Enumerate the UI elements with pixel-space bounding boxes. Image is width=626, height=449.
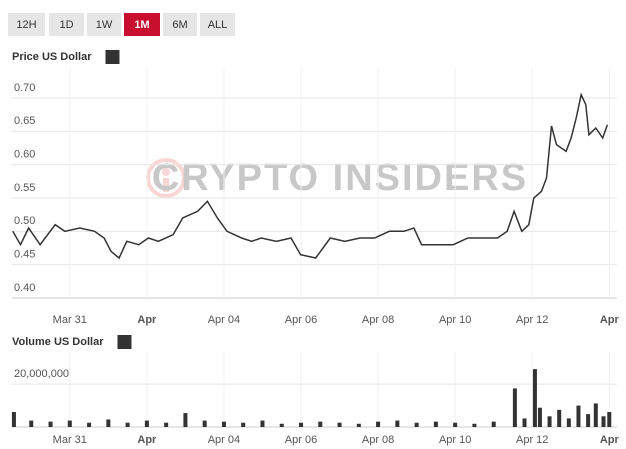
volume-bar	[576, 405, 581, 427]
volume-bar	[144, 420, 149, 427]
x-tick-label: Apr 10	[439, 434, 471, 446]
x-tick-label: Apr 12	[516, 314, 548, 326]
volume-bar	[299, 422, 304, 427]
volume-bar	[512, 388, 517, 427]
watermark-icon	[146, 158, 186, 198]
volume-bar	[491, 421, 496, 427]
watermark: CRYPTO INSIDERS	[152, 157, 528, 199]
volume-bar	[376, 421, 381, 427]
volume-bar	[164, 422, 169, 427]
volume-bar	[586, 414, 591, 427]
button-bg	[163, 13, 197, 36]
x-tick-label: Apr	[137, 434, 157, 446]
volume-bar	[337, 422, 342, 427]
button-label: 6M	[172, 19, 187, 31]
y-tick-label: 0.70	[14, 82, 35, 94]
volume-bar	[11, 412, 16, 427]
volume-bar	[279, 423, 284, 427]
range-button[interactable]: 12H	[8, 13, 45, 36]
button-bg	[49, 13, 84, 36]
volume-bar	[221, 421, 226, 427]
y-tick-label: 0.50	[14, 215, 35, 227]
x-tick-label: Apr 04	[208, 314, 240, 326]
legend-swatch	[117, 335, 132, 349]
price-line	[12, 92, 609, 260]
range-button[interactable]: 6M	[163, 13, 197, 36]
volume-bar	[260, 420, 265, 427]
volume-bar	[29, 420, 34, 427]
volume-bar	[356, 423, 361, 427]
volume-bar	[106, 419, 111, 427]
volume-bar	[593, 403, 598, 427]
range-button[interactable]: 1W	[87, 13, 121, 36]
volume-bar	[537, 407, 542, 427]
button-label: 1M	[134, 19, 149, 31]
volume-bar	[87, 422, 92, 427]
volume-bar	[414, 422, 419, 427]
button-bg	[8, 13, 45, 36]
button-label: 12H	[16, 19, 36, 31]
volume-bar	[202, 420, 207, 427]
y-tick-label: 0.40	[14, 282, 35, 294]
x-tick-label: Apr 12	[516, 434, 548, 446]
volume-bar	[532, 369, 537, 427]
volume-bar	[472, 423, 477, 427]
legend-label: Volume US Dollar	[12, 336, 104, 348]
volume-bar	[395, 420, 400, 427]
volume-bar	[522, 418, 527, 427]
y-tick-label: 20,000,000	[14, 368, 69, 380]
x-tick-label: Apr 06	[285, 434, 317, 446]
x-tick-label: Apr	[137, 314, 157, 326]
button-label: 1D	[59, 19, 73, 31]
range-button[interactable]: 1D	[49, 13, 84, 36]
button-bg	[124, 13, 160, 36]
volume-bar	[67, 420, 72, 427]
y-tick-label: 0.60	[14, 149, 35, 161]
volume-bar	[433, 421, 438, 427]
range-button[interactable]: 1M	[124, 13, 160, 36]
button-bg	[200, 13, 235, 36]
x-tick-label: Apr	[600, 314, 620, 326]
volume-bar	[547, 416, 552, 427]
x-tick-label: Apr 06	[285, 314, 317, 326]
volume-bar	[183, 413, 188, 427]
x-tick-label: Apr 08	[362, 314, 394, 326]
volume-bar	[241, 422, 246, 427]
volume-bar	[48, 421, 53, 427]
x-tick-label: Apr 08	[362, 434, 394, 446]
x-tick-label: Apr	[600, 434, 620, 446]
volume-bar	[566, 418, 571, 427]
volume-bar	[125, 422, 130, 427]
x-tick-label: Apr 04	[208, 434, 240, 446]
legend-swatch	[105, 50, 120, 64]
volume-bar	[601, 416, 606, 427]
volume-bar	[557, 409, 562, 427]
button-bg	[87, 13, 121, 36]
button-label: ALL	[208, 19, 228, 31]
volume-bar	[318, 421, 323, 427]
x-tick-label: Mar 31	[53, 434, 87, 446]
x-tick-label: Apr 10	[439, 314, 471, 326]
volume-bar	[453, 422, 458, 427]
volume-bar	[607, 412, 612, 427]
legend-label: Price US Dollar	[12, 51, 92, 63]
range-button[interactable]: ALL	[200, 13, 235, 36]
y-tick-label: 0.55	[14, 182, 35, 194]
y-tick-label: 0.65	[14, 115, 35, 127]
x-tick-label: Mar 31	[53, 314, 87, 326]
y-tick-label: 0.45	[14, 249, 35, 261]
button-label: 1W	[96, 19, 113, 31]
